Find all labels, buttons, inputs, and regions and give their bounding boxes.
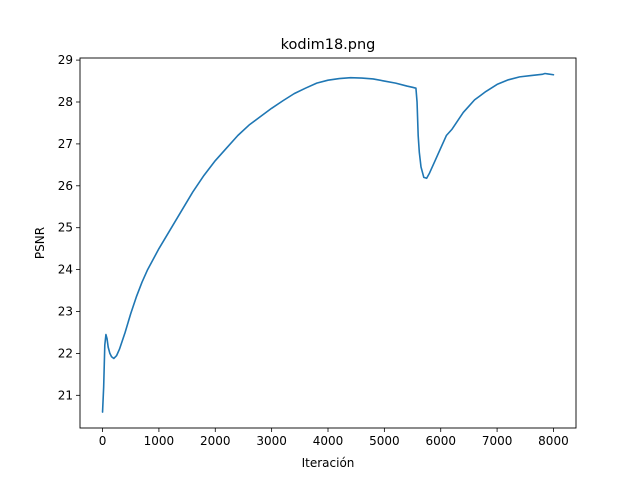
x-tick-label: 5000 — [369, 434, 400, 448]
series-line-0 — [101, 72, 555, 413]
x-tick-label: 4000 — [313, 434, 344, 448]
x-tick-label: 6000 — [425, 434, 456, 448]
y-tick-label: 21 — [58, 388, 73, 402]
y-tick-label: 27 — [58, 137, 73, 151]
x-tick-label: 1000 — [144, 434, 175, 448]
x-tick-label: 8000 — [538, 434, 569, 448]
x-axis: 0 1000 2000 3000 4000 5000 6000 7000 8000 — [99, 428, 569, 448]
x-tick-label: 0 — [99, 434, 107, 448]
y-tick-label: 28 — [58, 95, 73, 109]
x-tick-label: 3000 — [256, 434, 287, 448]
x-axis-label: Iteración — [302, 456, 355, 470]
y-axis-label: PSNR — [33, 227, 47, 259]
y-tick-label: 26 — [58, 179, 73, 193]
y-tick-label: 23 — [58, 305, 73, 319]
y-axis: 21 22 23 24 25 26 27 28 29 — [58, 53, 80, 402]
y-tick-label: 22 — [58, 346, 73, 360]
x-tick-label: 7000 — [482, 434, 513, 448]
y-tick-label: 24 — [58, 263, 73, 277]
y-tick-label: 25 — [58, 221, 73, 235]
y-tick-label: 29 — [58, 53, 73, 67]
x-tick-label: 2000 — [200, 434, 231, 448]
chart-title: kodim18.png — [281, 37, 376, 53]
